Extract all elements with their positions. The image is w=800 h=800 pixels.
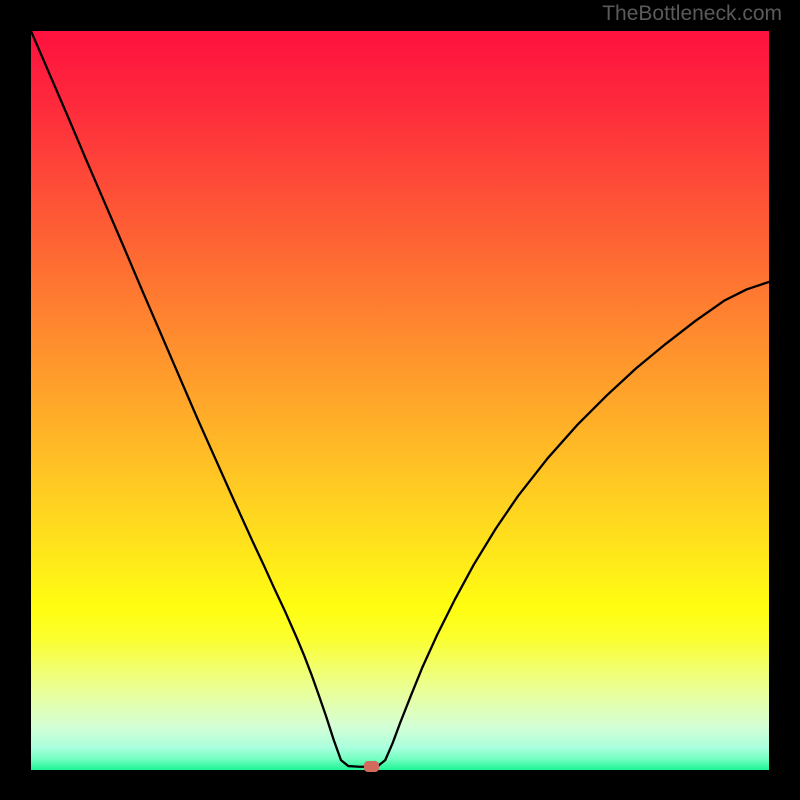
chart-outer: TheBottleneck.com xyxy=(0,0,800,800)
watermark-text: TheBottleneck.com xyxy=(602,2,782,26)
plot-area xyxy=(31,31,769,769)
sweet-spot-marker xyxy=(364,761,379,772)
bottleneck-curve xyxy=(31,31,769,769)
curve-path xyxy=(31,31,769,767)
